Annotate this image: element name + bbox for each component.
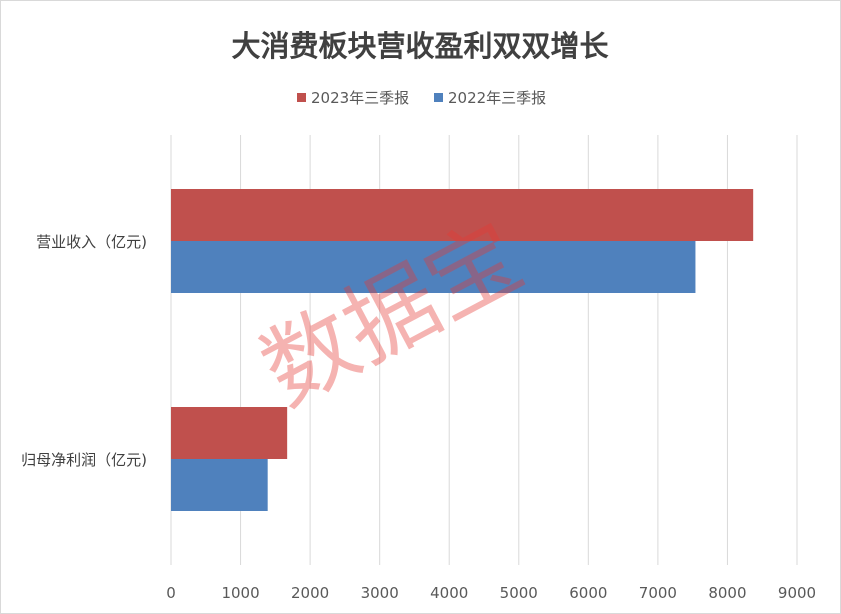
- bar-net-profit-2022: [171, 459, 268, 511]
- legend-swatch-2023: [297, 93, 306, 102]
- x-tick-label: 5000: [500, 584, 538, 602]
- x-tick-label: 3000: [361, 584, 399, 602]
- x-tick-label: 8000: [708, 584, 746, 602]
- legend: 2023年三季报 2022年三季报: [297, 89, 546, 107]
- bar-revenue-2023: [171, 189, 754, 241]
- chart-title: 大消费板块营收盈利双双增长: [231, 29, 609, 63]
- x-tick-label: 0: [166, 584, 176, 602]
- bar-net-profit-2023: [171, 407, 288, 459]
- legend-swatch-2022: [434, 93, 443, 102]
- bar-revenue-2022: [171, 241, 696, 293]
- legend-label-2022: 2022年三季报: [448, 89, 546, 107]
- bars: [171, 189, 754, 511]
- x-tick-label: 2000: [291, 584, 329, 602]
- x-tick-label: 1000: [221, 584, 259, 602]
- legend-label-2023: 2023年三季报: [311, 89, 409, 107]
- category-label-net-profit: 归母净利润（亿元): [21, 451, 147, 469]
- category-label-revenue: 营业收入（亿元): [36, 233, 147, 251]
- x-tick-label: 7000: [639, 584, 677, 602]
- x-axis-ticks: 0 1000 2000 3000 4000 5000 6000 7000 8000 9000: [166, 584, 816, 602]
- x-tick-label: 4000: [430, 584, 468, 602]
- x-tick-label: 6000: [569, 584, 607, 602]
- x-tick-label: 9000: [778, 584, 816, 602]
